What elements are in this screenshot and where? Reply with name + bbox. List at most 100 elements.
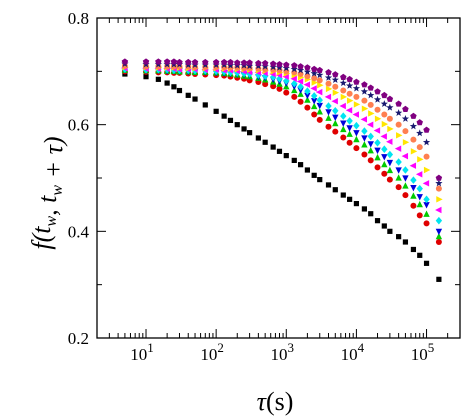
data-point: [402, 175, 409, 182]
data-point: [315, 88, 323, 96]
data-point: [395, 100, 402, 107]
data-point: [386, 159, 394, 167]
data-point: [192, 96, 198, 102]
data-point: [368, 211, 374, 217]
data-point: [395, 109, 403, 117]
data-point: [402, 128, 409, 135]
data-point: [276, 148, 283, 154]
data-point: [346, 117, 353, 125]
data-point: [417, 252, 423, 258]
data-point: [332, 114, 339, 121]
data-point: [353, 130, 360, 137]
data-point: [374, 115, 382, 122]
data-point: [361, 105, 369, 112]
data-point: [435, 228, 443, 236]
data-point: [435, 185, 442, 192]
data-series: [121, 65, 443, 225]
data-point: [435, 206, 442, 214]
data-point: [380, 100, 388, 107]
data-point: [171, 84, 177, 90]
data-point: [415, 171, 423, 178]
data-point: [226, 61, 235, 69]
data-point: [261, 59, 269, 67]
data-point: [241, 126, 247, 132]
data-point: [410, 192, 417, 199]
data-point: [332, 89, 340, 96]
data-point: [304, 64, 311, 71]
data-point: [410, 185, 417, 192]
data-point: [367, 147, 374, 154]
data-point: [401, 115, 410, 122]
data-point: [275, 63, 284, 71]
data-point: [227, 117, 234, 123]
data-point: [409, 162, 417, 169]
data-series: [122, 71, 442, 282]
data-point: [234, 122, 240, 128]
data-point: [416, 194, 423, 201]
data-point: [303, 81, 310, 88]
x-tick-label: 103: [271, 340, 295, 364]
data-point: [311, 75, 318, 82]
data-point: [143, 74, 149, 80]
data-point: [339, 102, 346, 110]
data-point: [381, 154, 388, 161]
data-point: [381, 160, 388, 168]
data-point: [325, 109, 332, 116]
data-point: [324, 93, 332, 101]
data-point: [386, 115, 393, 122]
data-point: [436, 196, 443, 203]
data-point: [290, 65, 298, 73]
data-point: [346, 125, 353, 132]
data-point: [261, 62, 269, 70]
data-point: [340, 73, 347, 80]
data-point: [409, 122, 418, 130]
data-point: [353, 93, 360, 100]
data-point: [155, 76, 161, 82]
data-point: [410, 136, 417, 143]
data-point: [325, 123, 332, 130]
data-point: [367, 157, 374, 164]
data-point: [311, 111, 318, 118]
data-point: [227, 58, 234, 66]
data-point: [270, 144, 276, 150]
data-point: [410, 246, 417, 253]
data-point: [346, 75, 353, 83]
data-point: [297, 162, 304, 168]
data-marks: [121, 58, 443, 282]
data-point: [374, 218, 381, 224]
data-point: [381, 223, 387, 229]
data-point: [410, 176, 417, 184]
data-point: [395, 121, 402, 128]
data-point: [340, 125, 347, 133]
data-point: [386, 150, 394, 159]
data-point: [176, 58, 183, 66]
data-point: [423, 220, 430, 227]
data-point: [416, 184, 423, 193]
data-point: [276, 85, 283, 92]
data-point: [304, 73, 311, 80]
data-point: [347, 97, 354, 104]
data-point: [332, 119, 339, 127]
data-point: [380, 133, 387, 140]
data-point: [213, 108, 219, 114]
data-point: [304, 104, 311, 111]
data-point: [423, 166, 431, 174]
data-point: [361, 206, 368, 212]
data-point: [221, 113, 227, 119]
data-point: [246, 59, 253, 66]
data-point: [340, 134, 347, 141]
x-axis-title-unit: (s): [266, 387, 293, 416]
data-point: [325, 85, 333, 93]
data-point: [332, 128, 339, 135]
data-point: [325, 182, 332, 188]
data-point: [185, 92, 191, 98]
data-point: [276, 61, 283, 68]
data-point: [340, 192, 346, 198]
y-axis-title: f(tw, tw + τ): [27, 136, 68, 249]
data-point: [422, 180, 430, 187]
data-point: [367, 101, 374, 108]
data-point: [245, 62, 254, 70]
data-point: [316, 66, 323, 74]
data-point: [367, 84, 374, 91]
data-point: [381, 170, 388, 177]
